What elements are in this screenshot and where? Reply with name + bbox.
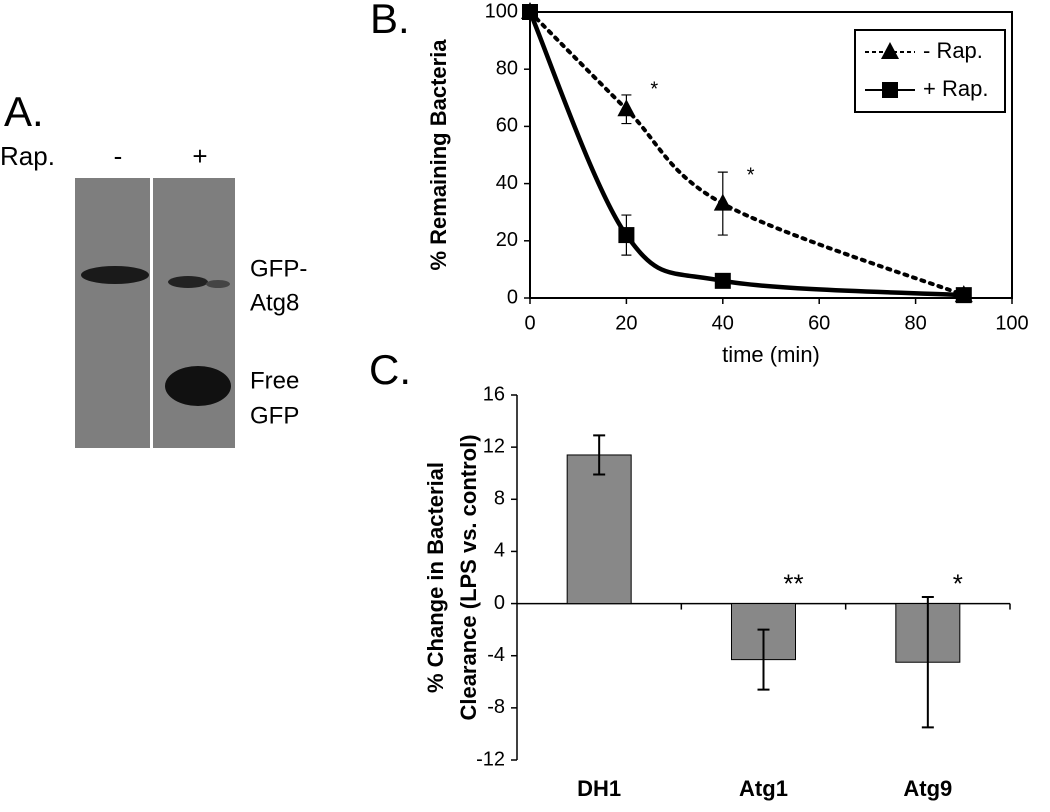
panel-label: A. <box>4 88 44 135</box>
x-tick-label: 100 <box>995 312 1028 334</box>
y-tick-label: 60 <box>496 115 518 137</box>
lane-divider <box>150 178 153 448</box>
x-tick-label: 0 <box>524 312 535 334</box>
significance: * <box>747 165 755 187</box>
error-bar <box>593 434 606 476</box>
y-tick-label: 40 <box>496 172 518 194</box>
y-tick-label: 100 <box>485 0 518 22</box>
y-tick-label: 20 <box>496 229 518 251</box>
lane-label: - <box>114 141 123 171</box>
marker <box>522 4 538 20</box>
x-tick-label: Atg1 <box>739 776 788 801</box>
y-tick-label: -4 <box>487 644 505 666</box>
marker <box>618 227 635 244</box>
panel-label: B. <box>370 0 410 42</box>
blot-band <box>168 276 208 288</box>
marker <box>714 272 731 289</box>
x-tick-label: Atg9 <box>903 776 952 801</box>
y-axis-label: Clearance (LPS vs. control) <box>456 434 481 720</box>
significance: ** <box>783 568 803 598</box>
y-tick-label: 80 <box>496 57 518 79</box>
marker <box>713 193 732 211</box>
y-tick-label: -8 <box>487 696 505 718</box>
blot-band <box>206 280 230 288</box>
y-axis-label: % Remaining Bacteria <box>426 39 451 271</box>
row-label: Rap. <box>0 141 55 171</box>
y-tick-label: 4 <box>494 540 505 562</box>
y-tick-label: 8 <box>494 488 505 510</box>
marker <box>617 99 636 117</box>
legend-label: + Rap. <box>923 76 988 101</box>
lane-label: + <box>192 141 207 171</box>
series-line <box>527 9 967 298</box>
blot-band <box>81 266 149 284</box>
marker <box>955 287 972 304</box>
x-tick-label: 80 <box>904 312 926 334</box>
band-label: GFP- <box>250 255 307 282</box>
plot-frame <box>529 11 1013 299</box>
marker <box>882 82 898 98</box>
band-label: Free <box>250 367 299 394</box>
x-tick-label: 60 <box>808 312 830 334</box>
y-tick-label: 16 <box>483 383 505 405</box>
x-tick-label: 20 <box>615 312 637 334</box>
significance: * <box>953 568 963 598</box>
error-bar <box>757 628 770 691</box>
y-tick-label: 0 <box>494 592 505 614</box>
marker <box>881 42 899 59</box>
x-tick-label: 40 <box>712 312 734 334</box>
panel-label: C. <box>369 346 411 393</box>
error-bar <box>921 596 934 729</box>
band-label: GFP <box>250 402 299 429</box>
significance: * <box>650 79 658 101</box>
blot-band <box>165 366 231 406</box>
y-axis-label: % Change in Bacterial <box>423 462 448 693</box>
bar <box>566 454 632 605</box>
legend <box>854 29 1006 113</box>
y-tick-label: -12 <box>476 748 505 770</box>
x-axis-label: time (min) <box>722 342 820 367</box>
panel-a: A. Rap. - + GFP- Atg8 Free GFP <box>0 88 307 448</box>
legend-label: - Rap. <box>923 38 983 63</box>
x-tick-label: DH1 <box>577 776 621 801</box>
band-label: Atg8 <box>250 289 299 316</box>
series-line <box>528 10 966 298</box>
y-tick-label: 0 <box>507 286 518 308</box>
blot <box>75 178 235 448</box>
y-tick-label: 12 <box>483 435 505 457</box>
